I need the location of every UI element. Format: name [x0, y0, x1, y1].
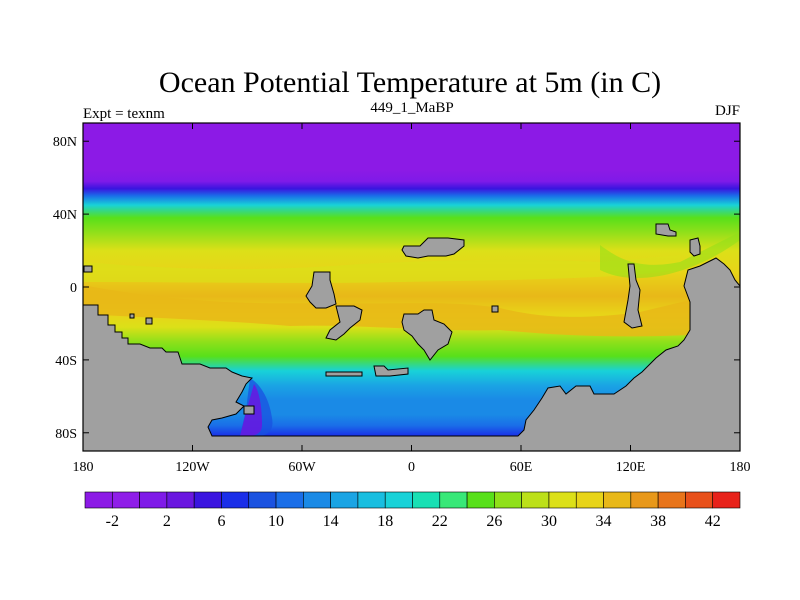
land-island-north — [401, 237, 465, 259]
x-tick-label: 60E — [510, 460, 533, 475]
colorbar-swatch — [412, 491, 441, 509]
land-island-east — [623, 263, 643, 329]
colorbar-label: 26 — [486, 513, 502, 530]
colorbar-swatch — [166, 491, 195, 509]
colorbar-swatch — [84, 491, 113, 509]
colorbar-label: 14 — [323, 513, 339, 530]
x-tick-label: 120W — [175, 460, 210, 475]
colorbar: -2 2 6 10 14 18 22 26 30 34 38 42 — [84, 491, 741, 530]
colorbar-swatch — [494, 491, 522, 509]
colorbar-swatch — [193, 491, 222, 509]
land-island-west — [305, 271, 337, 309]
land-island-central — [401, 309, 453, 361]
colorbar-swatch — [548, 491, 577, 509]
land-islet-8 — [491, 305, 499, 313]
colorbar-label: 38 — [650, 513, 666, 530]
land-masses — [83, 223, 740, 451]
land-islet-9 — [243, 405, 255, 415]
colorbar-label: 42 — [705, 513, 721, 530]
colorbar-swatch — [685, 491, 714, 509]
colorbar-swatch — [521, 491, 550, 509]
colorbar-label: 22 — [432, 513, 448, 530]
subtitle-center: 449_1_MaBP — [370, 100, 453, 116]
x-tick-label: 0 — [408, 460, 415, 475]
colorbar-label: 6 — [217, 513, 225, 530]
colorbar-label: 2 — [163, 513, 171, 530]
y-tick-label: 80N — [53, 135, 77, 150]
colorbar-label: 30 — [541, 513, 557, 530]
chart-title: Ocean Potential Temperature at 5m (in C) — [159, 66, 661, 99]
y-tick-label: 40S — [55, 354, 77, 369]
land-islet-5 — [83, 265, 93, 273]
colorbar-label: 18 — [377, 513, 393, 530]
colorbar-label: 10 — [268, 513, 284, 530]
colorbar-swatch — [303, 491, 331, 509]
land-islet-7 — [145, 317, 153, 325]
land-islet-6 — [129, 313, 135, 319]
subtitle-left: Expt = texnm — [83, 106, 165, 122]
colorbar-swatch — [439, 491, 468, 509]
land-islet-1 — [655, 223, 677, 237]
y-axis: 80N 40N 0 40S 80S — [53, 135, 740, 442]
land-southern-continent — [83, 257, 740, 451]
warm-band-tropics — [83, 285, 690, 337]
x-tick-label: 180 — [730, 460, 751, 475]
land-islet-4 — [373, 365, 409, 377]
warm-band-north — [83, 255, 680, 283]
colorbar-swatch — [357, 491, 386, 509]
colorbar-swatch — [384, 491, 413, 509]
colorbar-swatch — [712, 491, 741, 509]
land-islet-3 — [325, 371, 363, 377]
colorbar-swatch — [466, 491, 495, 509]
colorbar-swatch — [275, 491, 304, 509]
colorbar-swatch — [330, 491, 359, 509]
map-area — [83, 123, 740, 451]
colorbar-swatch — [603, 491, 632, 509]
colorbar-swatch — [139, 491, 168, 509]
colorbar-label: -2 — [106, 513, 119, 530]
colorbar-swatch — [221, 491, 250, 509]
colorbar-swatch — [657, 491, 686, 509]
land-island-west-south — [325, 305, 363, 341]
subtitle-right: DJF — [715, 103, 740, 119]
y-tick-label: 0 — [70, 281, 77, 296]
colorbar-swatch — [111, 491, 140, 509]
x-axis: 180 120W 60W 0 60E 120E 180 — [73, 123, 751, 475]
cool-tongue-west-pacific — [600, 232, 740, 279]
colorbar-swatch — [248, 491, 277, 509]
colorbar-label: 34 — [596, 513, 612, 530]
colorbar-swatch — [575, 491, 604, 509]
land-islet-2 — [689, 237, 701, 257]
x-tick-label: 60W — [288, 460, 316, 475]
x-tick-label: 120E — [616, 460, 646, 475]
y-tick-label: 40N — [53, 208, 77, 223]
colorbar-swatch — [630, 491, 659, 509]
y-tick-label: 80S — [55, 427, 77, 442]
x-tick-label: 180 — [73, 460, 94, 475]
